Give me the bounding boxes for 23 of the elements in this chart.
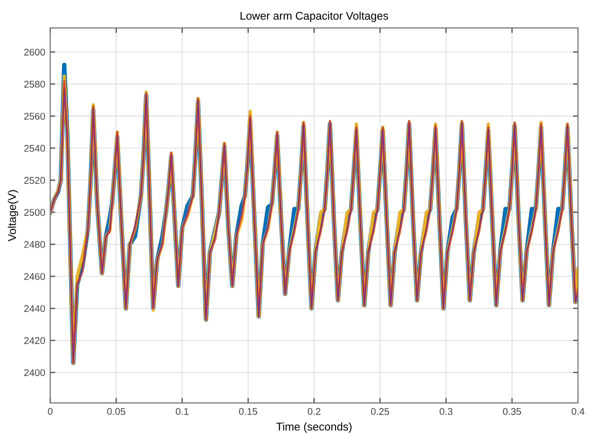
y-tick-label: 2420 (24, 337, 45, 344)
y-tick-label: 2540 (24, 144, 45, 152)
y-tick-label: 2440 (24, 305, 45, 312)
y-tick-label: 2560 (24, 112, 45, 120)
x-tick-label: 0.25 (371, 408, 390, 415)
x-axis-title: Time (seconds) (276, 422, 352, 433)
x-tick-label: 0.15 (239, 408, 258, 415)
x-tick-label: 0.35 (502, 408, 522, 415)
y-tick-label: 2500 (24, 208, 45, 216)
y-tick-label: 2460 (24, 273, 45, 280)
x-tick-label: 0 (48, 408, 53, 415)
y-tick-label: 2520 (24, 176, 45, 184)
x-tick-label: 0.3 (440, 408, 452, 415)
x-tick-label: 0.2 (308, 408, 320, 415)
y-tick-label: 2600 (24, 48, 45, 56)
y-axis-title: Voltage(V) (8, 190, 18, 242)
x-tick-label: 0.1 (176, 408, 188, 415)
y-tick-label: 2580 (24, 80, 45, 88)
chart-title: Lower arm Capacitor Voltages (240, 12, 388, 22)
y-tick-label: 2480 (24, 241, 45, 248)
y-tick-label: 2400 (24, 369, 45, 376)
x-tick-label: 0.05 (107, 408, 126, 415)
x-tick-label: 0.4 (572, 408, 584, 415)
